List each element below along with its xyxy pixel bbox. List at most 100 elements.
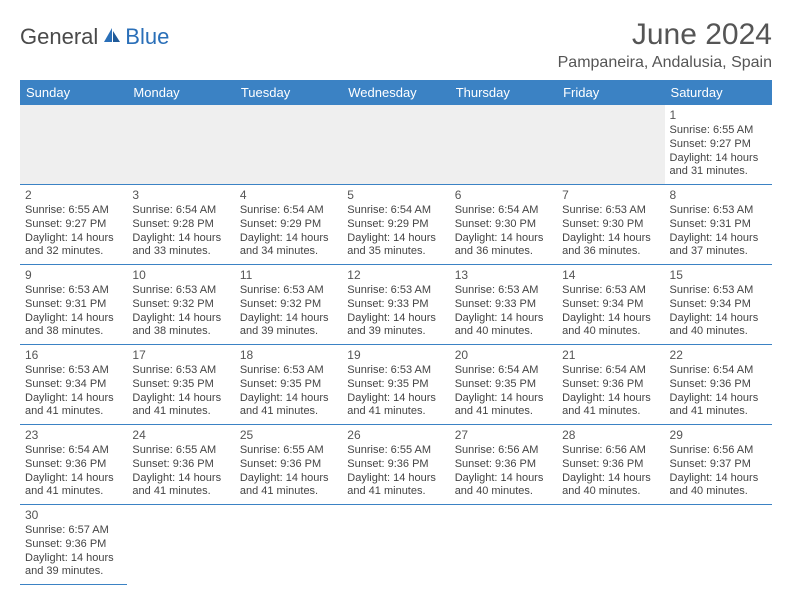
cell-daylight2: and 41 minutes.: [132, 485, 229, 499]
day-number: 13: [455, 268, 552, 283]
cell-daylight2: and 37 minutes.: [670, 245, 767, 259]
cell-daylight1: Daylight: 14 hours: [240, 472, 337, 486]
cell-sunset: Sunset: 9:29 PM: [347, 218, 444, 232]
cell-sunset: Sunset: 9:36 PM: [670, 378, 767, 392]
calendar-cell: 8Sunrise: 6:53 AMSunset: 9:31 PMDaylight…: [665, 185, 772, 265]
cell-daylight1: Daylight: 14 hours: [455, 312, 552, 326]
calendar-row: 1Sunrise: 6:55 AMSunset: 9:27 PMDaylight…: [20, 105, 772, 185]
day-number: 4: [240, 188, 337, 203]
calendar-cell: 4Sunrise: 6:54 AMSunset: 9:29 PMDaylight…: [235, 185, 342, 265]
calendar-cell: 25Sunrise: 6:55 AMSunset: 9:36 PMDayligh…: [235, 425, 342, 505]
cell-daylight1: Daylight: 14 hours: [670, 312, 767, 326]
cell-daylight2: and 41 minutes.: [240, 405, 337, 419]
calendar-cell: [342, 105, 449, 185]
calendar-cell: [450, 505, 557, 585]
calendar-cell: 1Sunrise: 6:55 AMSunset: 9:27 PMDaylight…: [665, 105, 772, 185]
cell-sunset: Sunset: 9:36 PM: [132, 458, 229, 472]
calendar-cell: 21Sunrise: 6:54 AMSunset: 9:36 PMDayligh…: [557, 345, 664, 425]
day-number: 28: [562, 428, 659, 443]
calendar-cell: [127, 505, 234, 585]
sail-icon: [102, 26, 122, 49]
calendar-row: 16Sunrise: 6:53 AMSunset: 9:34 PMDayligh…: [20, 345, 772, 425]
calendar-cell: 6Sunrise: 6:54 AMSunset: 9:30 PMDaylight…: [450, 185, 557, 265]
cell-daylight2: and 34 minutes.: [240, 245, 337, 259]
calendar-cell: 16Sunrise: 6:53 AMSunset: 9:34 PMDayligh…: [20, 345, 127, 425]
day-number: 12: [347, 268, 444, 283]
cell-daylight2: and 40 minutes.: [455, 325, 552, 339]
cell-sunset: Sunset: 9:36 PM: [240, 458, 337, 472]
cell-sunrise: Sunrise: 6:54 AM: [25, 444, 122, 458]
cell-daylight2: and 41 minutes.: [562, 405, 659, 419]
header-tuesday: Tuesday: [235, 80, 342, 105]
cell-sunrise: Sunrise: 6:57 AM: [25, 524, 122, 538]
cell-sunrise: Sunrise: 6:54 AM: [132, 204, 229, 218]
cell-sunrise: Sunrise: 6:54 AM: [240, 204, 337, 218]
header-monday: Monday: [127, 80, 234, 105]
cell-sunrise: Sunrise: 6:54 AM: [347, 204, 444, 218]
cell-sunrise: Sunrise: 6:55 AM: [670, 124, 767, 138]
cell-daylight1: Daylight: 14 hours: [562, 392, 659, 406]
cell-daylight2: and 41 minutes.: [25, 485, 122, 499]
calendar-cell: 24Sunrise: 6:55 AMSunset: 9:36 PMDayligh…: [127, 425, 234, 505]
location-subtitle: Pampaneira, Andalusia, Spain: [558, 54, 772, 72]
header-wednesday: Wednesday: [342, 80, 449, 105]
cell-daylight2: and 40 minutes.: [562, 485, 659, 499]
cell-daylight1: Daylight: 14 hours: [25, 312, 122, 326]
cell-daylight2: and 40 minutes.: [670, 485, 767, 499]
cell-sunset: Sunset: 9:37 PM: [670, 458, 767, 472]
calendar-cell: 22Sunrise: 6:54 AMSunset: 9:36 PMDayligh…: [665, 345, 772, 425]
cell-sunrise: Sunrise: 6:54 AM: [455, 204, 552, 218]
day-number: 17: [132, 348, 229, 363]
cell-sunrise: Sunrise: 6:54 AM: [455, 364, 552, 378]
cell-sunset: Sunset: 9:30 PM: [455, 218, 552, 232]
cell-daylight1: Daylight: 14 hours: [240, 312, 337, 326]
calendar-cell: 18Sunrise: 6:53 AMSunset: 9:35 PMDayligh…: [235, 345, 342, 425]
day-number: 21: [562, 348, 659, 363]
cell-daylight1: Daylight: 14 hours: [455, 472, 552, 486]
cell-daylight1: Daylight: 14 hours: [670, 392, 767, 406]
calendar-cell: 20Sunrise: 6:54 AMSunset: 9:35 PMDayligh…: [450, 345, 557, 425]
day-number: 7: [562, 188, 659, 203]
calendar-header-row: Sunday Monday Tuesday Wednesday Thursday…: [20, 80, 772, 105]
calendar-row: 30Sunrise: 6:57 AMSunset: 9:36 PMDayligh…: [20, 505, 772, 585]
cell-sunset: Sunset: 9:29 PM: [240, 218, 337, 232]
cell-daylight1: Daylight: 14 hours: [132, 392, 229, 406]
calendar-cell: 13Sunrise: 6:53 AMSunset: 9:33 PMDayligh…: [450, 265, 557, 345]
cell-sunrise: Sunrise: 6:53 AM: [240, 364, 337, 378]
calendar-cell: 27Sunrise: 6:56 AMSunset: 9:36 PMDayligh…: [450, 425, 557, 505]
cell-sunrise: Sunrise: 6:53 AM: [25, 364, 122, 378]
cell-sunrise: Sunrise: 6:53 AM: [670, 284, 767, 298]
calendar-cell: 5Sunrise: 6:54 AMSunset: 9:29 PMDaylight…: [342, 185, 449, 265]
cell-daylight1: Daylight: 14 hours: [562, 232, 659, 246]
calendar-row: 9Sunrise: 6:53 AMSunset: 9:31 PMDaylight…: [20, 265, 772, 345]
cell-sunset: Sunset: 9:35 PM: [347, 378, 444, 392]
cell-sunset: Sunset: 9:27 PM: [25, 218, 122, 232]
cell-daylight2: and 35 minutes.: [347, 245, 444, 259]
cell-sunrise: Sunrise: 6:53 AM: [347, 364, 444, 378]
cell-sunrise: Sunrise: 6:55 AM: [25, 204, 122, 218]
calendar-cell: [235, 105, 342, 185]
cell-daylight1: Daylight: 14 hours: [25, 232, 122, 246]
cell-daylight1: Daylight: 14 hours: [347, 232, 444, 246]
cell-sunrise: Sunrise: 6:54 AM: [670, 364, 767, 378]
cell-sunset: Sunset: 9:36 PM: [562, 378, 659, 392]
cell-sunset: Sunset: 9:34 PM: [670, 298, 767, 312]
cell-daylight1: Daylight: 14 hours: [132, 312, 229, 326]
calendar-cell: [557, 105, 664, 185]
cell-sunset: Sunset: 9:30 PM: [562, 218, 659, 232]
cell-sunset: Sunset: 9:31 PM: [670, 218, 767, 232]
day-number: 2: [25, 188, 122, 203]
cell-daylight1: Daylight: 14 hours: [240, 392, 337, 406]
cell-daylight2: and 41 minutes.: [455, 405, 552, 419]
cell-daylight2: and 40 minutes.: [562, 325, 659, 339]
cell-daylight2: and 41 minutes.: [347, 485, 444, 499]
cell-sunset: Sunset: 9:36 PM: [562, 458, 659, 472]
cell-daylight2: and 41 minutes.: [240, 485, 337, 499]
cell-daylight1: Daylight: 14 hours: [347, 392, 444, 406]
cell-daylight2: and 41 minutes.: [25, 405, 122, 419]
cell-sunrise: Sunrise: 6:53 AM: [132, 364, 229, 378]
title-block: June 2024 Pampaneira, Andalusia, Spain: [558, 18, 772, 72]
calendar-cell: [665, 505, 772, 585]
calendar-cell: [127, 105, 234, 185]
cell-daylight1: Daylight: 14 hours: [132, 472, 229, 486]
